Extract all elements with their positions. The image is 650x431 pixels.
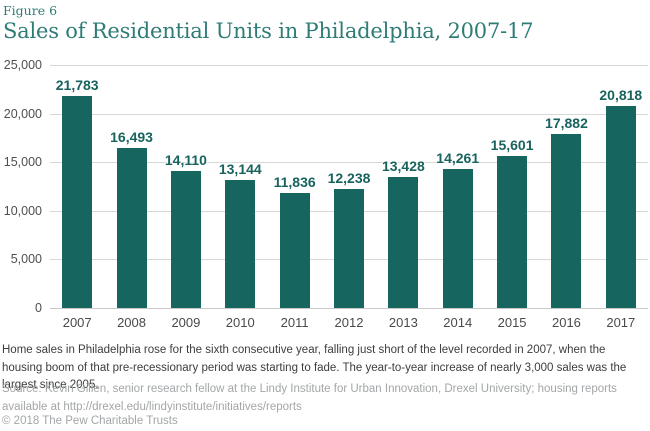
- x-axis-baseline: [50, 308, 648, 309]
- y-axis-tick-label: 15,000: [3, 155, 42, 170]
- bar-2016: [551, 134, 582, 308]
- x-axis-tick-label: 2009: [171, 315, 201, 330]
- y-axis-tick-label: 25,000: [3, 58, 42, 72]
- bar-value-label: 14,261: [436, 150, 480, 166]
- bar-2008: [116, 148, 147, 308]
- bar-2013: [388, 177, 419, 308]
- y-axis-tick-label: 5,000: [10, 252, 42, 267]
- figure-title: Sales of Residential Units in Philadelph…: [3, 19, 534, 43]
- x-axis-tick-label: 2013: [388, 315, 418, 330]
- y-axis-tick-label: 0: [35, 301, 42, 315]
- bar-value-label: 12,238: [327, 170, 371, 186]
- gridline: [50, 113, 648, 115]
- figure-label: Figure 6: [3, 3, 58, 18]
- bar-2007: [62, 96, 93, 308]
- bar-value-label: 17,882: [545, 115, 588, 131]
- x-axis-tick-label: 2011: [280, 315, 309, 330]
- y-axis-tick-label: 10,000: [3, 203, 42, 218]
- bar-value-label: 11,836: [273, 174, 316, 190]
- x-axis-tick-label: 2015: [497, 315, 527, 330]
- bar-2014: [442, 169, 473, 308]
- chart-source-note: Source: Kevin Gillen, senior research fe…: [2, 383, 617, 413]
- gridline: [50, 162, 648, 164]
- bar-2017: [605, 106, 636, 308]
- chart-caption: Home sales in Philadelphia rose for the …: [2, 344, 627, 391]
- bar-value-label: 20,818: [599, 87, 643, 103]
- x-axis-tick-label: 2014: [443, 315, 473, 330]
- bar-2009: [170, 171, 201, 308]
- bar-2010: [225, 180, 256, 308]
- bar-2015: [497, 156, 528, 308]
- x-axis-tick-label: 2017: [606, 315, 636, 330]
- chart-plot-area: 21,783 16,493 14,110 13,144 11,836 12,238 13,4…: [50, 65, 648, 309]
- y-axis-tick-label: 20,000: [3, 106, 42, 121]
- bar-chart: 21,783 16,493 14,110 13,144 11,836 12,238 13,4…: [0, 58, 650, 330]
- bar-value-label: 13,144: [218, 161, 262, 177]
- x-axis-tick-label: 2012: [334, 315, 364, 330]
- bar-value-label: 13,428: [381, 158, 425, 174]
- bar-value-label: 14,110: [164, 152, 207, 168]
- x-axis-tick-label: 2016: [551, 315, 581, 330]
- x-axis-tick-label: 2007: [62, 315, 92, 330]
- bar-value-label: 21,783: [55, 77, 99, 93]
- x-axis-tick-label: 2008: [117, 315, 146, 330]
- bar-2011: [279, 193, 310, 308]
- bar-value-label: 16,493: [110, 129, 153, 145]
- bar-2012: [334, 189, 364, 308]
- gridline: [50, 65, 648, 66]
- x-axis-tick-label: 2010: [225, 315, 255, 330]
- bar-value-label: 15,601: [490, 137, 534, 153]
- copyright-notice: © 2018 The Pew Charitable Trusts: [2, 415, 178, 427]
- figure-header: Figure 6 Sales of Residential Units in P…: [0, 0, 650, 44]
